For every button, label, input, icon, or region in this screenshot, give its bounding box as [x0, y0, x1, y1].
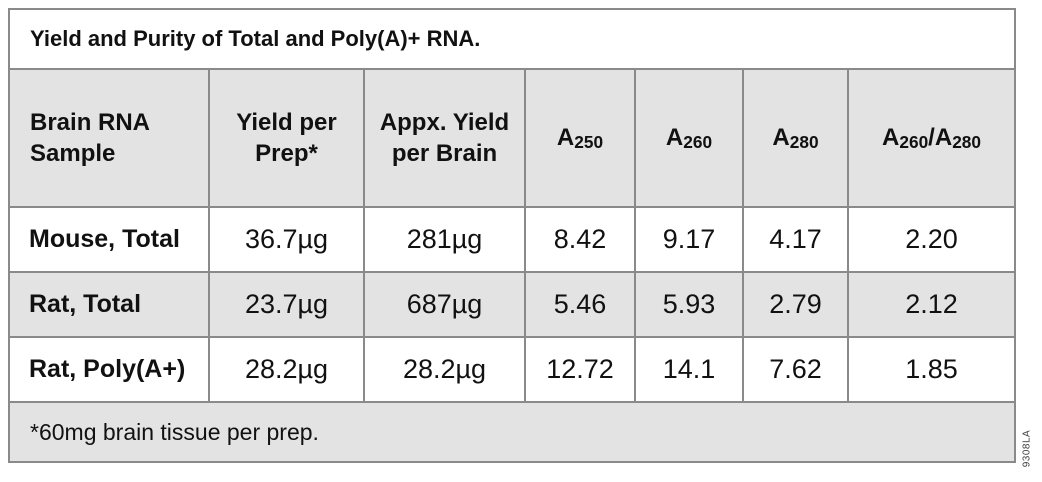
col-header-a260: A260 [634, 68, 744, 208]
yield-per-prep-value: 23.7µg [208, 271, 365, 338]
rna-yield-purity-table: Yield and Purity of Total and Poly(A)+ R… [7, 8, 1017, 463]
a260-value: 14.1 [634, 336, 744, 403]
col-header-a250: A250 [524, 68, 636, 208]
sample-name: Rat, Poly(A+) [8, 336, 210, 403]
col-header-yield-per-brain: Appx. Yield per Brain [363, 68, 526, 208]
a260-subscript: 260 [683, 132, 713, 153]
ratio-subscript2: 280 [952, 132, 981, 153]
table-title-row: Yield and Purity of Total and Poly(A)+ R… [7, 8, 1017, 70]
a280-subscript: 280 [789, 132, 819, 153]
a260-value: 5.93 [634, 271, 744, 338]
a280-value: 7.62 [742, 336, 849, 403]
ratio-base2: A [934, 124, 953, 152]
table-title: Yield and Purity of Total and Poly(A)+ R… [7, 8, 1017, 70]
figure-code-label: 9308LA [1021, 429, 1033, 468]
a260-base: A [665, 124, 684, 152]
table-header-row: Brain RNA Sample Yield per Prep* Appx. Y… [8, 68, 1017, 208]
col-header-a280: A280 [742, 68, 849, 208]
ratio-base1: A [882, 124, 900, 152]
a260-value: 9.17 [634, 206, 744, 273]
yield-per-brain-value: 28.2µg [363, 336, 526, 403]
table-row-rat-total: Rat, Total 23.7µg 687µg 5.46 5.93 2.79 2… [8, 271, 1017, 338]
a250-value: 12.72 [524, 336, 636, 403]
a280-base: A [772, 124, 790, 152]
ratio-value: 1.85 [846, 336, 1017, 403]
table-row-mouse-total: Mouse, Total 36.7µg 281µg 8.42 9.17 4.17… [8, 206, 1017, 273]
col-header-sample: Brain RNA Sample [8, 68, 210, 208]
footnote: *60mg brain tissue per prep. [7, 401, 1017, 463]
a250-value: 5.46 [524, 271, 636, 338]
col-header-a260-a280-ratio: A260/A280 [846, 68, 1017, 208]
col-header-yield-per-prep: Yield per Prep* [208, 68, 365, 208]
yield-per-brain-value: 281µg [363, 206, 526, 273]
sample-name: Mouse, Total [8, 206, 210, 273]
sample-name: Rat, Total [8, 271, 210, 338]
yield-per-brain-value: 687µg [363, 271, 526, 338]
yield-per-prep-value: 28.2µg [208, 336, 365, 403]
a280-value: 2.79 [742, 271, 849, 338]
a250-value: 8.42 [524, 206, 636, 273]
a250-subscript: 250 [574, 132, 604, 153]
a280-value: 4.17 [742, 206, 849, 273]
table-row-rat-polya: Rat, Poly(A+) 28.2µg 28.2µg 12.72 14.1 7… [8, 336, 1017, 403]
yield-per-prep-value: 36.7µg [208, 206, 365, 273]
a250-base: A [556, 124, 575, 152]
table-footnote-row: *60mg brain tissue per prep. [7, 401, 1017, 463]
ratio-value: 2.12 [846, 271, 1017, 338]
ratio-value: 2.20 [846, 206, 1017, 273]
ratio-subscript1: 260 [899, 132, 929, 153]
ratio-separator: / [928, 124, 935, 152]
